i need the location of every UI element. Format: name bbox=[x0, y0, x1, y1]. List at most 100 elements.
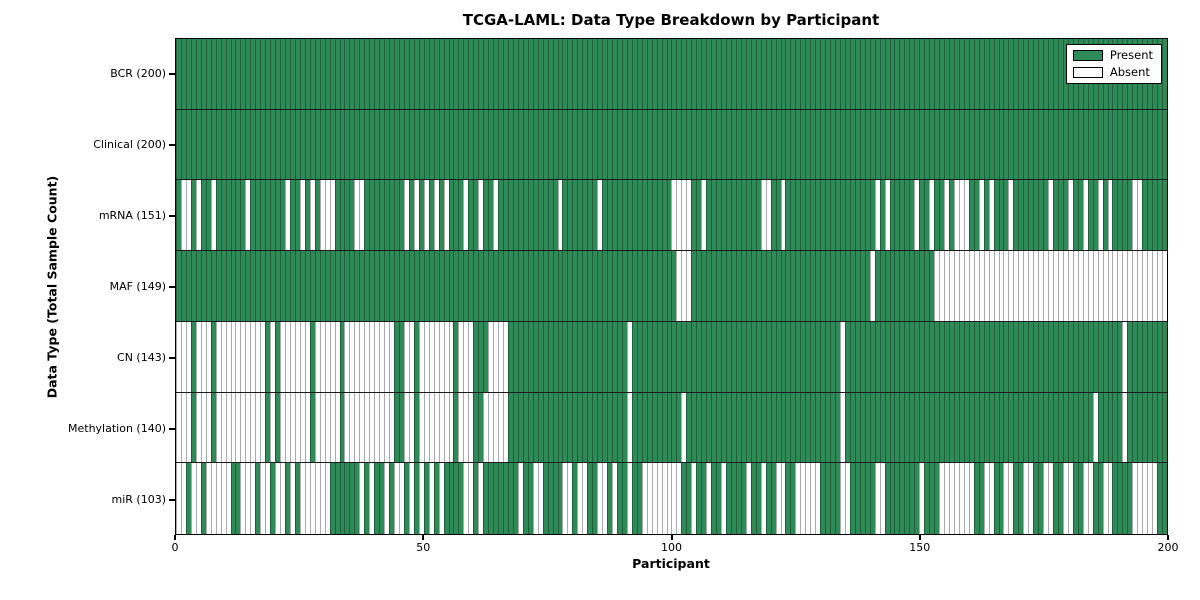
cell bbox=[200, 321, 206, 392]
cell bbox=[1043, 321, 1049, 392]
cell bbox=[265, 251, 271, 321]
cell bbox=[602, 463, 608, 534]
cell bbox=[483, 180, 489, 251]
cell bbox=[245, 321, 251, 392]
cell bbox=[626, 109, 632, 180]
cell bbox=[1023, 251, 1029, 321]
cell bbox=[889, 39, 895, 109]
cell bbox=[413, 39, 419, 109]
cell bbox=[839, 180, 845, 251]
cell bbox=[483, 463, 489, 534]
cell bbox=[532, 180, 538, 251]
y-tick bbox=[169, 498, 175, 501]
cell bbox=[944, 39, 949, 109]
cell bbox=[384, 321, 390, 392]
cell bbox=[423, 392, 429, 463]
chart-title: TCGA-LAML: Data Type Breakdown by Partic… bbox=[462, 11, 880, 29]
cell bbox=[438, 39, 444, 109]
cell bbox=[701, 321, 707, 392]
cell bbox=[820, 463, 826, 534]
cell bbox=[924, 109, 930, 180]
cell bbox=[379, 463, 385, 534]
cell bbox=[185, 39, 191, 109]
cell bbox=[616, 321, 622, 392]
cell bbox=[438, 180, 444, 251]
cell bbox=[849, 251, 855, 321]
cell bbox=[919, 180, 925, 251]
cell bbox=[1102, 109, 1108, 180]
cell bbox=[448, 109, 454, 180]
cell bbox=[998, 321, 1004, 392]
cell bbox=[631, 392, 637, 463]
cell bbox=[359, 463, 365, 534]
cell bbox=[597, 463, 603, 534]
cell bbox=[339, 39, 345, 109]
cell bbox=[815, 392, 821, 463]
cell bbox=[780, 180, 786, 251]
cell bbox=[765, 109, 771, 180]
cell bbox=[498, 109, 504, 180]
cell bbox=[1028, 463, 1034, 534]
cell bbox=[577, 180, 583, 251]
cell bbox=[458, 180, 464, 251]
cell bbox=[612, 39, 617, 109]
cell bbox=[805, 251, 811, 321]
cell bbox=[929, 39, 935, 109]
cell bbox=[1092, 109, 1098, 180]
cell bbox=[1043, 180, 1049, 251]
cell bbox=[517, 321, 523, 392]
cell bbox=[765, 392, 771, 463]
cell bbox=[532, 463, 538, 534]
cell bbox=[770, 109, 776, 180]
cell bbox=[988, 180, 994, 251]
row-label-Clinical: Clinical (200) bbox=[93, 137, 166, 151]
cell bbox=[795, 109, 801, 180]
cell bbox=[716, 392, 722, 463]
cell bbox=[394, 180, 399, 251]
cell bbox=[379, 321, 385, 392]
cell bbox=[507, 321, 513, 392]
cell bbox=[775, 109, 781, 180]
cell bbox=[567, 463, 573, 534]
cell bbox=[195, 321, 201, 392]
cell bbox=[235, 321, 241, 392]
cell bbox=[939, 39, 945, 109]
cell bbox=[285, 109, 290, 180]
cell bbox=[176, 463, 181, 534]
cell bbox=[681, 180, 687, 251]
cell bbox=[1112, 251, 1118, 321]
cell bbox=[765, 251, 771, 321]
x-tick bbox=[174, 535, 176, 540]
cell bbox=[225, 321, 231, 392]
cell bbox=[235, 251, 241, 321]
cell bbox=[621, 39, 627, 109]
cell bbox=[577, 392, 583, 463]
cell bbox=[493, 463, 499, 534]
cell bbox=[726, 180, 731, 251]
cell bbox=[686, 321, 692, 392]
cell bbox=[285, 463, 290, 534]
cell bbox=[349, 180, 355, 251]
cell bbox=[463, 321, 469, 392]
cell bbox=[820, 251, 826, 321]
x-tick-label: 150 bbox=[909, 541, 931, 554]
cell bbox=[889, 251, 895, 321]
cell bbox=[547, 180, 553, 251]
cell bbox=[726, 392, 731, 463]
cell bbox=[319, 463, 325, 534]
cell bbox=[899, 109, 905, 180]
cell bbox=[849, 109, 855, 180]
cell bbox=[963, 392, 969, 463]
cell bbox=[210, 251, 216, 321]
cell bbox=[354, 180, 360, 251]
cell bbox=[666, 109, 672, 180]
cell bbox=[939, 180, 945, 251]
row-label-mRNA: mRNA (151) bbox=[98, 208, 166, 222]
cell bbox=[225, 463, 231, 534]
cell bbox=[185, 392, 191, 463]
y-tick bbox=[169, 427, 175, 430]
cell bbox=[413, 463, 419, 534]
cell bbox=[547, 109, 553, 180]
cell bbox=[557, 463, 563, 534]
cell bbox=[1077, 321, 1083, 392]
